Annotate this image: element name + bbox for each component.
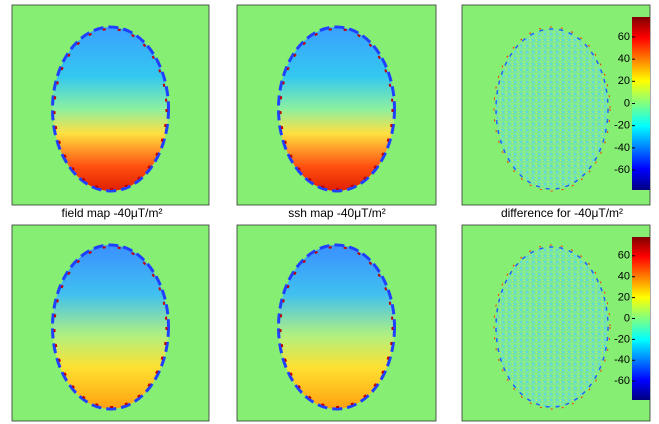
field-map xyxy=(279,27,395,191)
colorbar-tick-label: -20 xyxy=(614,333,630,345)
difference-map xyxy=(496,29,608,189)
panel-caption: field map -40μT/m² xyxy=(62,206,163,220)
figure: field map -40μT/m² ssh map -40μT/m² 60 40 20… xyxy=(0,0,659,424)
colorbar-tick-label: 40 xyxy=(618,53,630,65)
colorbar-tick-label: -40 xyxy=(614,142,630,154)
colorbar-tick-label: -40 xyxy=(614,354,630,366)
colorbar-tick-label: 20 xyxy=(618,75,630,87)
colorbar-tick-label: 60 xyxy=(618,250,630,262)
difference-map xyxy=(496,247,608,407)
panel-caption: ssh map -40μT/m² xyxy=(288,206,386,220)
colorbar-tick-label: -60 xyxy=(614,164,630,176)
colorbar-tick-label: 40 xyxy=(618,271,630,283)
colorbar-tick-label: -20 xyxy=(614,120,630,132)
colorbar-tick-label: 0 xyxy=(624,312,630,324)
field-map xyxy=(53,27,169,191)
colorbar-tick-label: 0 xyxy=(624,97,630,109)
colorbar-tick-label: 20 xyxy=(618,292,630,304)
colorbar-tick-label: -60 xyxy=(614,375,630,387)
field-map xyxy=(279,245,395,409)
panel-caption: difference for -40μT/m² xyxy=(501,206,623,220)
field-map xyxy=(53,245,169,409)
colorbar-tick-label: 60 xyxy=(618,31,630,43)
